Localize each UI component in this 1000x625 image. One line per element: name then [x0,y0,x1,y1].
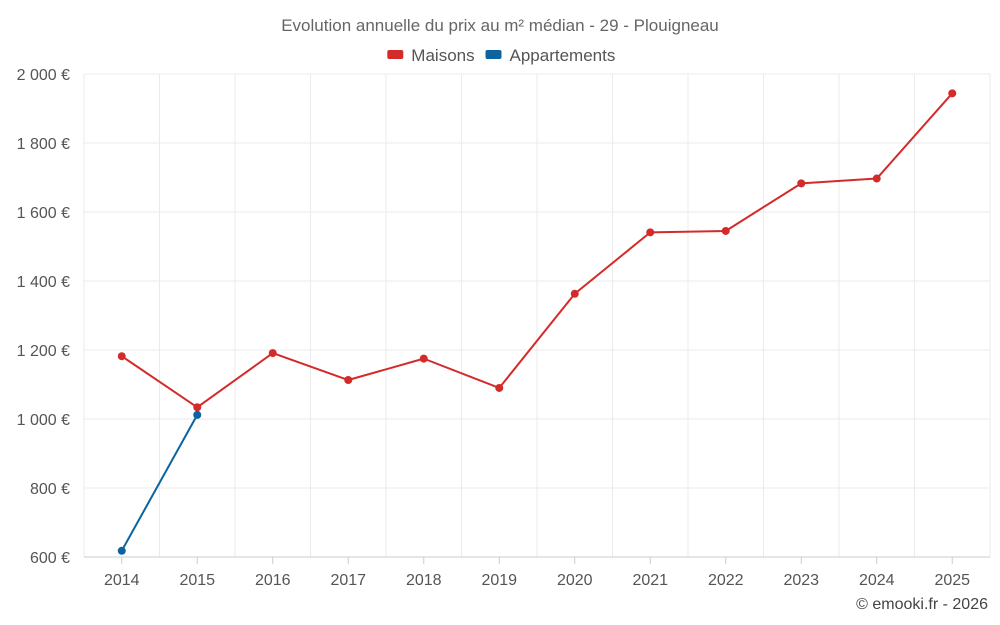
x-tick-label: 2016 [255,572,291,589]
y-tick-label: 2 000 € [17,67,70,84]
y-tick-label: 1 800 € [17,136,70,153]
data-point-maisons[interactable] [419,354,428,363]
y-tick-label: 1 200 € [17,343,70,360]
data-point-appartements[interactable] [193,410,202,419]
x-tick-label: 2025 [934,572,970,589]
y-tick-label: 600 € [30,550,70,567]
x-tick-label: 2018 [406,572,442,589]
y-tick-label: 1 400 € [17,274,70,291]
x-tick-label: 2017 [330,572,366,589]
x-tick-label: 2015 [179,572,215,589]
y-tick-label: 1 600 € [17,205,70,222]
y-tick-label: 800 € [30,481,70,498]
x-tick-label: 2023 [783,572,819,589]
data-point-maisons[interactable] [948,89,957,98]
data-point-maisons[interactable] [721,226,730,235]
series [117,89,957,555]
data-point-maisons[interactable] [117,352,126,361]
data-point-maisons[interactable] [646,228,655,237]
legend-item-maisons[interactable]: Maisons [387,46,475,65]
grid [83,73,991,557]
data-point-maisons[interactable] [495,383,504,392]
y-tick-label: 1 000 € [17,412,70,429]
data-point-maisons[interactable] [193,403,202,412]
x-tick-label: 2022 [708,572,744,589]
axes: 600 € 800 € 1 000 € 1 200 € 1 400 € 1 600 € 1 … [17,67,990,589]
legend-item-appartements[interactable]: Appartements [485,46,616,65]
data-point-appartements[interactable] [117,546,126,555]
x-tick-label: 2014 [104,572,140,589]
x-tick-label: 2019 [481,572,517,589]
legend[interactable]: Maisons Appartements [387,46,615,65]
data-point-maisons[interactable] [570,289,579,298]
series-line-appartements [120,414,199,552]
x-tick-label: 2020 [557,572,593,589]
legend-label: Appartements [510,46,616,65]
legend-swatch [485,50,502,59]
legend-swatch [387,50,404,59]
x-tick-label: 2021 [632,572,668,589]
data-point-maisons[interactable] [268,349,277,358]
series-line-maisons [121,92,953,409]
credit-text: © emooki.fr - 2026 [856,596,988,613]
data-point-maisons[interactable] [344,376,353,385]
data-point-maisons[interactable] [797,179,806,188]
x-tick-label: 2024 [859,572,895,589]
data-point-maisons[interactable] [872,174,881,183]
chart-title: Evolution annuelle du prix au m² médian … [281,16,719,35]
legend-label: Maisons [411,46,474,65]
